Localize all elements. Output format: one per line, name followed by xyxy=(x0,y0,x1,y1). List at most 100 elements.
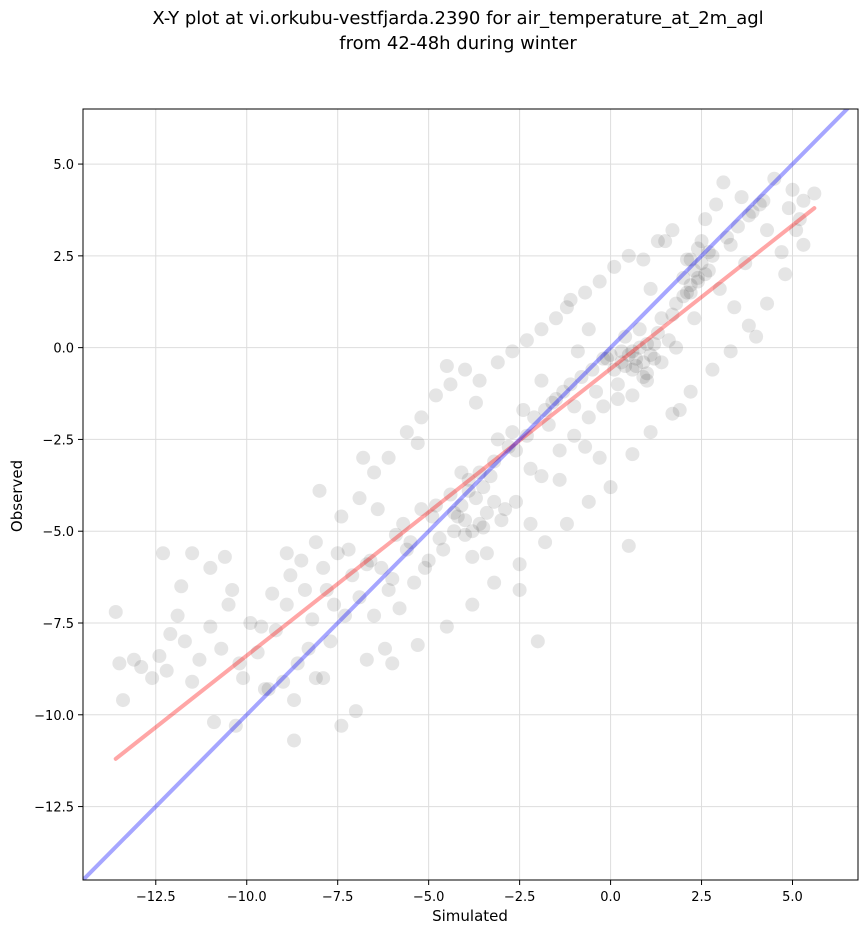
scatter-point xyxy=(632,340,647,355)
scatter-point xyxy=(392,601,407,616)
scatter-point xyxy=(461,472,476,487)
scatter-point xyxy=(789,223,804,238)
y-tick-label: 2.5 xyxy=(53,250,74,265)
scatter-point xyxy=(687,263,702,278)
scatter-point xyxy=(643,347,658,362)
scatter-point xyxy=(316,671,331,686)
scatter-point xyxy=(687,311,702,326)
scatter-point xyxy=(228,718,243,733)
scatter-point xyxy=(578,285,593,300)
scatter-point xyxy=(170,608,185,623)
scatter-point xyxy=(432,531,447,546)
scatter-point xyxy=(359,557,374,572)
scatter-point xyxy=(781,201,796,216)
scatter-point xyxy=(730,219,745,234)
scatter-point xyxy=(425,509,440,524)
scatter-point xyxy=(658,234,673,249)
plot-area-frame xyxy=(82,108,859,881)
scatter-point xyxy=(559,300,574,315)
scatter-point xyxy=(498,502,513,517)
scatter-point xyxy=(741,318,756,333)
y-tick-label: −2.5 xyxy=(42,433,74,448)
scatter-point xyxy=(287,733,302,748)
scatter-point xyxy=(399,542,414,557)
scatter-point xyxy=(712,281,727,296)
scatter-point xyxy=(683,278,698,293)
scatter-point xyxy=(694,256,709,271)
scatter-point xyxy=(639,336,654,351)
scatter-point xyxy=(807,186,822,201)
scatter-point xyxy=(436,542,451,557)
scatter-point xyxy=(654,311,669,326)
scatter-point xyxy=(450,509,465,524)
scatter-point xyxy=(690,274,705,289)
scatter-point xyxy=(367,465,382,480)
scatter-point xyxy=(345,568,360,583)
scatter-point xyxy=(749,329,764,344)
scatter-point xyxy=(305,612,320,627)
scatter-point xyxy=(636,252,651,267)
scatter-point xyxy=(461,483,476,498)
y-axis-ticks: −12.5 −10.0 −7.5 −5.0 −2.5 0.0 2.5 5.0 xyxy=(34,158,83,816)
scatter-point xyxy=(225,582,240,597)
scatter-point xyxy=(760,223,775,238)
scatter-point xyxy=(556,384,571,399)
scatter-point xyxy=(778,267,793,282)
scatter-point xyxy=(279,597,294,612)
scatter-point xyxy=(665,223,680,238)
scatter-point xyxy=(716,175,731,190)
scatter-point xyxy=(683,252,698,267)
scatter-point xyxy=(410,436,425,451)
scatter-point xyxy=(512,582,527,597)
scatter-point xyxy=(407,575,422,590)
scatter-point xyxy=(610,377,625,392)
scatter-point xyxy=(665,406,680,421)
scatter-point xyxy=(268,623,283,638)
scatter-point xyxy=(214,641,229,656)
y-axis-label: Observed xyxy=(8,460,26,532)
scatter-point xyxy=(232,656,247,671)
scatter-point xyxy=(381,582,396,597)
scatter-point xyxy=(534,469,549,484)
scatter-point xyxy=(534,322,549,337)
scatter-point xyxy=(487,454,502,469)
scatter-point xyxy=(698,267,713,282)
scatter-point xyxy=(177,634,192,649)
scatter-point xyxy=(676,289,691,304)
scatter-point xyxy=(385,656,400,671)
scatter-point xyxy=(727,300,742,315)
scatter-point xyxy=(418,560,433,575)
scatter-point xyxy=(607,362,622,377)
scatter-point xyxy=(545,395,560,410)
scatter-point xyxy=(385,571,400,586)
scatter-point xyxy=(650,325,665,340)
scatter-point xyxy=(476,480,491,495)
scatter-point xyxy=(236,671,251,686)
scatter-point xyxy=(760,296,775,311)
scatter-point xyxy=(279,546,294,561)
scatter-point xyxy=(505,344,520,359)
scatter-point xyxy=(374,560,389,575)
scatter-point xyxy=(323,634,338,649)
scatter-point xyxy=(145,671,160,686)
scatter-point xyxy=(563,377,578,392)
scatter-point xyxy=(192,652,207,667)
scatter-point xyxy=(381,450,396,465)
scatter-point xyxy=(639,373,654,388)
identity-line xyxy=(83,109,850,880)
scatter-point xyxy=(629,359,644,373)
scatter-point xyxy=(723,237,738,252)
scatter-point xyxy=(490,355,505,370)
scatter-point xyxy=(585,362,600,377)
x-tick-label: −2.5 xyxy=(504,890,536,905)
scatter-point xyxy=(472,516,487,531)
scatter-point xyxy=(185,546,200,561)
scatter-point xyxy=(647,336,662,351)
scatter-point xyxy=(625,388,640,403)
scatter-point xyxy=(541,417,556,432)
scatter-point xyxy=(174,579,189,594)
scatter-point xyxy=(596,351,611,366)
scatter-point xyxy=(603,480,618,495)
scatter-point xyxy=(738,256,753,271)
scatter-point xyxy=(312,483,327,498)
